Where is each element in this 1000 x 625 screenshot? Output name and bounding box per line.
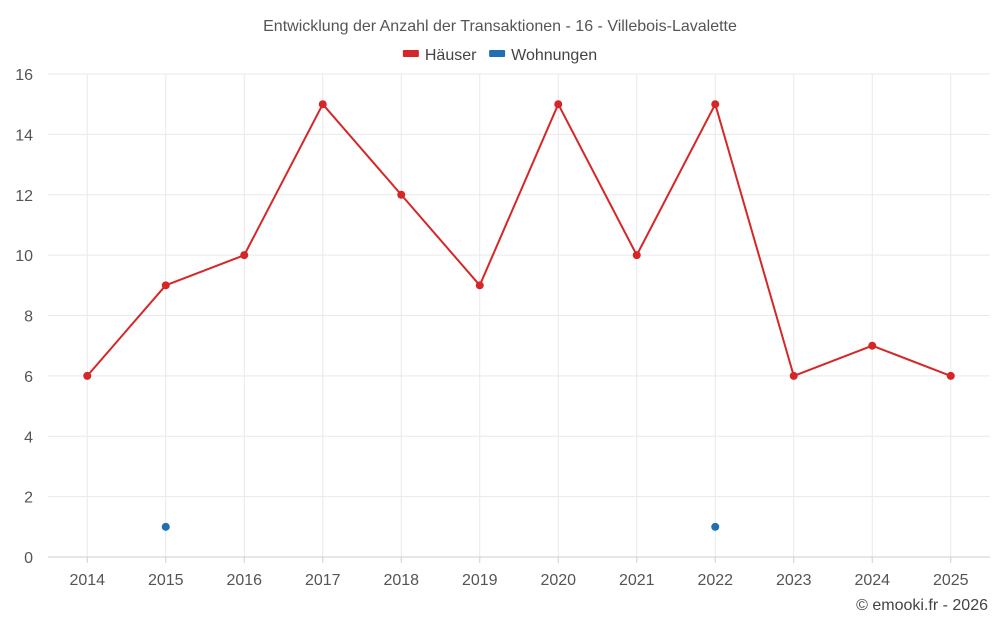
data-point[interactable] <box>868 341 877 350</box>
data-point[interactable] <box>711 100 720 109</box>
y-tick-label: 6 <box>24 369 33 386</box>
data-point[interactable] <box>946 371 955 380</box>
data-point[interactable] <box>554 100 563 109</box>
data-point[interactable] <box>475 281 484 290</box>
x-tick-label: 2023 <box>776 572 812 589</box>
x-tick-label: 2025 <box>933 572 969 589</box>
chart-title: Entwicklung der Anzahl der Transaktionen… <box>263 18 737 35</box>
data-point[interactable] <box>711 522 720 531</box>
credit-text: © emooki.fr - 2026 <box>856 597 988 614</box>
x-tick-label: 2018 <box>383 572 419 589</box>
legend-item-1[interactable]: Wohnungen <box>489 47 597 64</box>
data-point[interactable] <box>161 281 170 290</box>
data-point[interactable] <box>318 100 327 109</box>
legend-item-0[interactable]: Häuser <box>402 47 477 64</box>
data-point[interactable] <box>240 251 249 260</box>
legend-swatch <box>489 50 506 57</box>
x-tick-label: 2022 <box>697 572 733 589</box>
legend-label: Wohnungen <box>511 47 597 64</box>
x-tick-label: 2017 <box>305 572 341 589</box>
legend[interactable]: Häuser Wohnungen <box>402 47 597 64</box>
y-tick-label: 2 <box>24 490 33 507</box>
y-tick-label: 4 <box>24 429 33 446</box>
x-tick-label: 2014 <box>69 572 105 589</box>
series-line <box>86 103 952 377</box>
series-0 <box>83 100 955 380</box>
legend-swatch <box>402 50 419 57</box>
axes: 0 2 4 6 8 10 12 14 16 2014 2015 2016 2017 2018 2019 202… <box>15 67 990 589</box>
series-1 <box>161 522 720 531</box>
x-tick-label: 2016 <box>226 572 262 589</box>
x-tick-label: 2020 <box>540 572 576 589</box>
y-tick-label: 16 <box>15 67 33 84</box>
x-tick-label: 2024 <box>854 572 890 589</box>
series-layer <box>83 100 955 531</box>
y-tick-label: 10 <box>15 248 33 265</box>
x-tick-label: 2015 <box>148 572 184 589</box>
data-point[interactable] <box>83 371 92 380</box>
x-tick-label: 2021 <box>619 572 655 589</box>
data-point[interactable] <box>397 190 406 199</box>
data-point[interactable] <box>161 522 170 531</box>
y-tick-label: 8 <box>24 309 33 326</box>
data-point[interactable] <box>632 251 641 260</box>
x-tick-label: 2019 <box>462 572 498 589</box>
legend-label: Häuser <box>425 47 477 64</box>
y-tick-label: 12 <box>15 188 33 205</box>
y-tick-label: 14 <box>15 127 33 144</box>
data-point[interactable] <box>789 371 798 380</box>
grid <box>48 73 990 557</box>
y-tick-label: 0 <box>24 550 33 567</box>
